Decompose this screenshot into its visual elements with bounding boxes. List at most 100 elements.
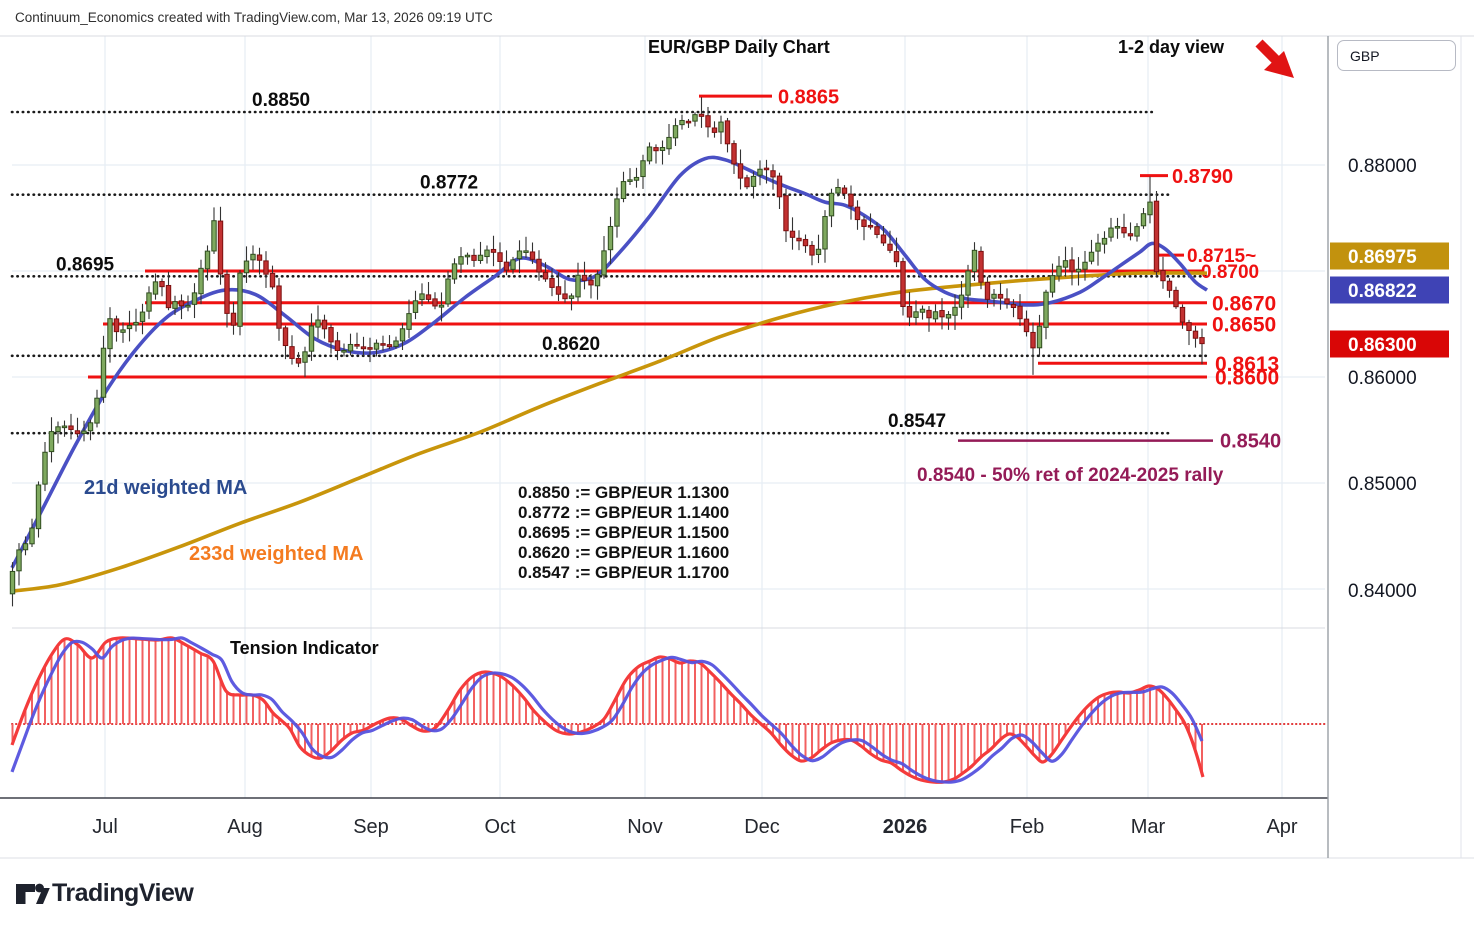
candle-body [1075,268,1082,273]
candle-body [48,431,55,453]
red-level-label: 0.8613 [1215,353,1279,376]
month-axis-label: Nov [627,816,663,838]
dotted-level-label: 0.8547 [888,411,946,432]
candle-body [978,250,984,283]
month-axis-label: Oct [484,816,516,838]
ma21-line [10,155,1209,569]
month-axis-label: Sep [353,816,389,838]
retracement-level-label: 0.8540 [1220,431,1281,453]
price-badge-value: 0.86822 [1348,281,1417,302]
candle-body [932,311,939,320]
candle-body [503,261,510,271]
candle-body [991,293,997,299]
ma233-label: 233d weighted MA [189,543,364,565]
candle-body [971,249,978,272]
red-level-label: 0.8715~ [1187,246,1256,267]
candle-body [1166,280,1173,291]
candle-body [1082,261,1088,270]
candle-body [315,319,321,328]
price-axis-label: 0.85000 [1348,474,1417,495]
symbol-selector-value: GBP [1350,48,1380,64]
candle-body [685,120,692,124]
candle-body [900,261,906,308]
month-axis-label: 2026 [883,816,928,838]
candle-body [867,224,874,228]
candle-body [893,251,900,263]
price-axis-label: 0.86000 [1348,368,1417,389]
candle-body [1199,337,1205,345]
tradingview-brand-text: TradingView [52,879,194,907]
candle-body [1127,233,1134,237]
candle-body [796,237,802,242]
candle-body [308,325,315,352]
candle-body [133,321,139,326]
candle-body [562,293,568,300]
candle-body [822,216,828,250]
conversion-line: 0.8547 := GBP/EUR 1.1700 [518,563,730,582]
candle-body [737,163,744,179]
candle-body [1179,306,1186,323]
red-level-label: 0.8650 [1212,314,1276,337]
candle-body [679,119,685,126]
candle-body [276,285,282,329]
candle-body [770,170,776,178]
candle-body [529,251,536,260]
candle-body [237,272,243,327]
retracement-annotation: 0.8540 - 50% ret of 2024-2025 rally [917,465,1224,486]
candle-body [16,549,22,572]
candle-body [705,115,711,128]
candle-body [321,319,328,330]
candle-body [672,125,679,139]
price-axis-label: 0.84000 [1348,581,1417,602]
candle-body [887,243,893,251]
candle-body [94,397,100,424]
candle-body [74,430,81,435]
page-title: EUR/GBP Daily Chart [648,37,830,57]
candle-body [61,425,68,429]
candle-body [815,248,822,255]
dotted-level-label: 0.8772 [420,173,478,194]
candle-body [477,254,484,261]
candle-body [172,301,178,309]
tension-indicator-label: Tension Indicator [230,638,379,658]
candle-body [1017,305,1023,320]
candle-body [510,259,516,270]
conversion-line: 0.8695 := GBP/EUR 1.1500 [518,523,730,542]
candle-body [250,253,256,261]
candle-body [568,295,575,299]
candle-body [724,120,731,145]
candle-body [1043,291,1049,328]
month-axis-label: Aug [227,816,263,838]
candle-body [464,254,471,258]
candle-body [620,181,627,199]
candle-body [68,425,74,430]
candle-body [646,146,653,162]
candle-body [432,298,438,307]
view-horizon-note: 1-2 day view [1118,37,1225,57]
candle-body [328,327,334,343]
conversion-line: 0.8772 := GBP/EUR 1.1400 [518,503,730,522]
candle-body [146,292,152,312]
month-axis-label: Dec [744,816,780,838]
symbol-selector[interactable]: GBP [1337,40,1456,71]
candle-body [373,342,380,350]
candle-body [217,220,224,275]
candle-body [1101,237,1108,245]
candle-body [1186,322,1192,331]
candle-body [165,284,172,309]
price-badge-bg [1330,242,1449,270]
candle-body [471,254,477,261]
candle-body [178,300,185,307]
candle-body [919,308,926,313]
candle-body [224,273,230,314]
candle-body [438,304,445,308]
candle-body [952,306,958,316]
conversion-line: 0.8620 := GBP/EUR 1.1600 [518,543,730,562]
candle-body [750,175,757,187]
candle-body [1121,226,1127,234]
candle-body [958,294,965,308]
candle-body [906,305,913,318]
price-badge-value: 0.86975 [1348,247,1417,268]
